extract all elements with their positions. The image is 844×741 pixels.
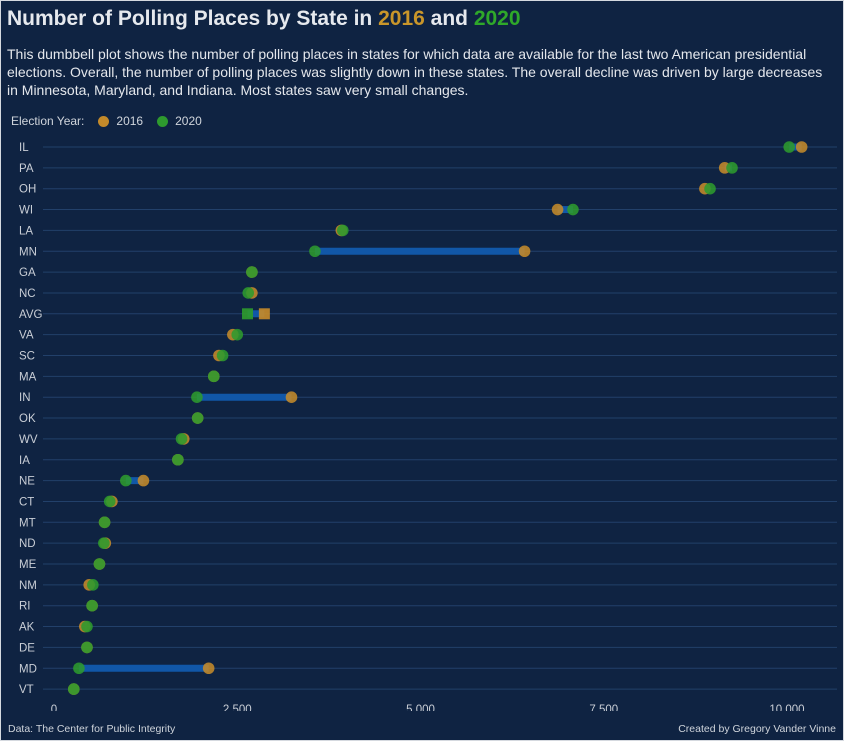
point-2016-avg xyxy=(258,308,270,320)
point-2016-in xyxy=(285,391,298,404)
point-2020-md xyxy=(73,662,85,675)
author-caption: Created by Gregory Vander Vinne xyxy=(678,723,836,735)
row-label-nm: NM xyxy=(19,580,37,592)
row-label-vt: VT xyxy=(19,684,34,696)
point-2020-pa xyxy=(726,162,738,174)
row-label-ak: AK xyxy=(19,622,35,634)
title-year-2016: 2016 xyxy=(378,7,425,30)
point-2020-nc xyxy=(242,287,255,299)
point-2020-ak xyxy=(81,620,93,633)
row-label-ga: GA xyxy=(19,267,36,279)
legend-swatch-2016 xyxy=(98,115,110,127)
row-label-il: IL xyxy=(19,142,29,154)
x-tick-label-1: 2,500 xyxy=(223,704,252,711)
row-label-nd: ND xyxy=(19,538,36,550)
row-label-la: LA xyxy=(19,225,33,237)
point-2020-il xyxy=(783,141,795,153)
row-label-wv: WV xyxy=(19,434,38,446)
x-tick-label-3: 7,500 xyxy=(589,704,618,711)
point-2020-avg xyxy=(242,308,254,320)
point-2020-wv xyxy=(175,433,188,445)
row-label-ct: CT xyxy=(19,496,34,508)
point-2020-va xyxy=(231,328,244,341)
row-label-ok: OK xyxy=(19,413,36,425)
point-2020-ga xyxy=(246,266,258,278)
point-2020-oh xyxy=(704,182,716,195)
row-label-ia: IA xyxy=(19,455,30,467)
legend: Election Year: 2016 2020 xyxy=(11,114,202,128)
row-label-mt: MT xyxy=(19,517,36,529)
chart-title: Number of Polling Places by State in 201… xyxy=(7,7,521,31)
x-tick-label-0: 0 xyxy=(51,704,57,711)
row-label-va: VA xyxy=(19,330,34,342)
point-2020-nd xyxy=(98,537,110,549)
chart-subtitle: This dumbbell plot shows the number of p… xyxy=(7,46,823,98)
point-2020-nm xyxy=(87,579,99,591)
row-label-ri: RI xyxy=(19,601,31,613)
row-label-oh: OH xyxy=(19,184,36,196)
point-2020-ok xyxy=(191,412,204,424)
point-2020-ia xyxy=(172,453,184,466)
row-label-nc: NC xyxy=(19,288,36,300)
dumbbell-plot: IL PA OH WI LA MN GA NC AVG VA SC MA IN OK WV IA NE CT MT N… xyxy=(19,141,837,711)
point-2020-me xyxy=(93,558,106,570)
row-label-mn: MN xyxy=(19,246,37,258)
point-2016-mn xyxy=(518,245,531,258)
legend-label-2020: 2020 xyxy=(175,114,202,128)
point-2016-il xyxy=(795,141,808,153)
row-label-me: ME xyxy=(19,559,37,571)
point-2020-vt xyxy=(67,683,80,695)
point-2020-ma xyxy=(207,370,220,383)
x-tick-label-4: 10,000 xyxy=(769,704,804,711)
point-2020-de xyxy=(81,641,93,654)
row-label-ma: MA xyxy=(19,371,37,383)
row-label-md: MD xyxy=(19,663,37,675)
point-2016-ne xyxy=(137,474,150,487)
point-2020-sc xyxy=(216,349,229,362)
point-2020-ct xyxy=(103,495,116,508)
point-2020-mn xyxy=(309,245,321,258)
legend-title: Election Year: xyxy=(11,114,85,128)
point-2020-ri xyxy=(86,599,98,612)
title-prefix: Number of Polling Places by State in xyxy=(7,7,379,30)
point-2020-in xyxy=(191,391,203,404)
title-year-2020: 2020 xyxy=(473,7,521,30)
row-label-avg: AVG xyxy=(19,309,42,321)
point-2020-ne xyxy=(120,474,132,487)
row-label-de: DE xyxy=(19,642,35,654)
row-label-pa: PA xyxy=(19,163,34,175)
row-label-ne: NE xyxy=(19,476,35,488)
point-2020-la xyxy=(337,224,349,237)
point-2016-wi xyxy=(551,203,564,216)
legend-label-2016: 2016 xyxy=(116,114,144,128)
point-2016-md xyxy=(202,662,215,675)
x-tick-label-2: 5,000 xyxy=(406,704,435,711)
point-2020-wi xyxy=(567,203,579,216)
title-joiner: and xyxy=(424,7,474,30)
row-label-wi: WI xyxy=(19,205,33,217)
row-label-sc: SC xyxy=(19,351,35,363)
legend-swatch-2020 xyxy=(157,115,169,127)
data-source-caption: Data: The Center for Public Integrity xyxy=(8,723,176,735)
point-2020-mt xyxy=(98,516,111,529)
row-label-in: IN xyxy=(19,392,31,404)
